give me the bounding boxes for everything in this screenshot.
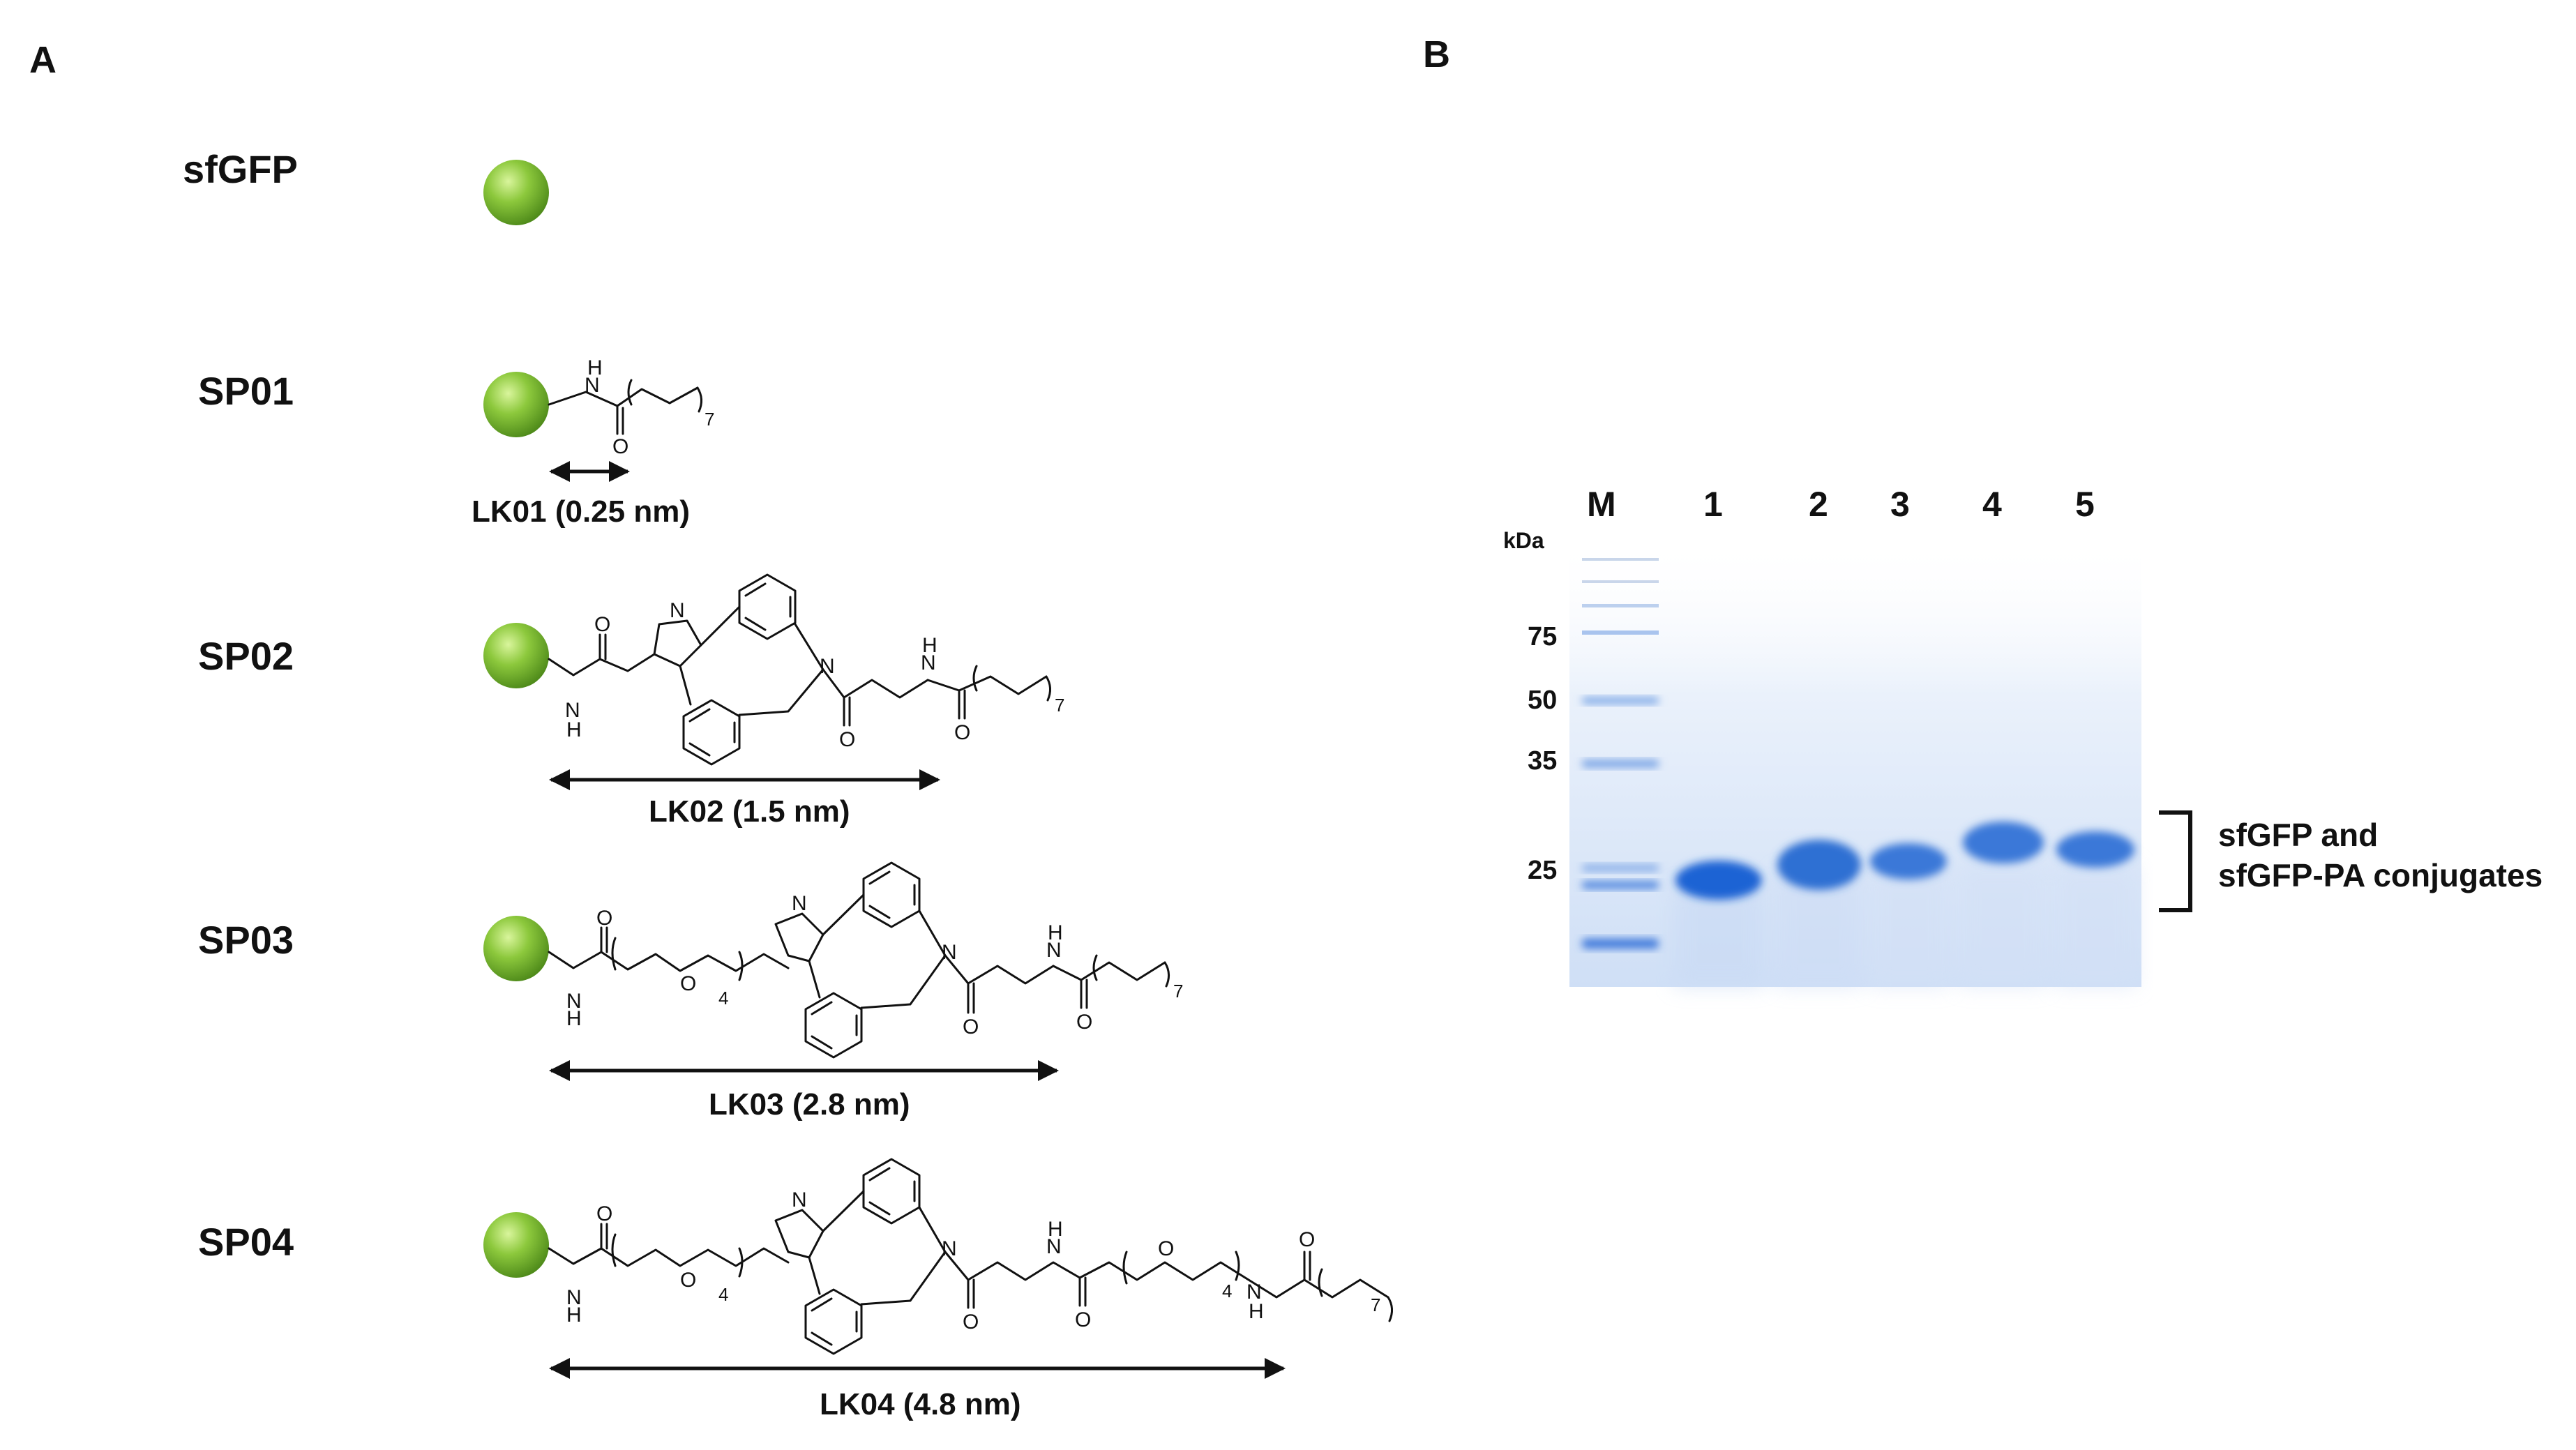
sp02-ring-n: N [820,655,835,678]
lk03-label: LK03 (2.8 nm) [709,1087,910,1122]
sp04-nh3-h: H [1249,1300,1264,1323]
lane-4-band [1963,822,2044,863]
panel-b-letter: B [1423,33,1450,75]
sp04-nh2-h: H [1048,1218,1063,1241]
lane-1-band [1675,861,1762,900]
sp03-ether-o: O [680,972,696,995]
lane-1-smear [1674,886,1765,987]
row-label-sp02: SP02 [198,634,294,678]
sp04-nh-h: H [566,1304,582,1327]
sp04-nh2-n: N [1046,1235,1062,1258]
sp04-triazole-n: N [792,1188,807,1211]
sp04-o1: O [596,1202,612,1225]
sp01-sphere [483,372,549,437]
lane-2-smear [1775,872,1862,987]
lane-5-smear [2054,865,2137,987]
sp03-subscript: 7 [1173,981,1183,1002]
sp02-sphere [483,623,549,688]
sp04-nh-n: N [566,1286,582,1309]
bracket-label-line1: sfGFP and [2218,817,2378,853]
ladder-band [1582,558,1659,561]
row-label-sp03: SP03 [198,918,294,962]
sp04-sub-4a: 4 [718,1284,728,1305]
sp02-structure: N H O N N O N H O 7 [548,573,1064,766]
lane-label-3: 3 [1890,485,1910,524]
sp01-structure: N H O 7 [548,356,714,458]
ladder-band-35 [1582,760,1659,767]
lane-label-4: 4 [1982,485,2002,524]
ladder-band-low [1582,939,1659,949]
marker-50-label: 50 [1528,686,1557,715]
sp02-triazole-n: N [670,599,685,622]
lk01-label: LK01 (0.25 nm) [472,494,690,529]
panel-a-letter: A [29,39,57,81]
sp01-o-atom: O [612,435,628,458]
sfgfp-sphere [483,160,549,225]
sp03-sphere [483,916,549,981]
sp04-ring-n: N [942,1237,957,1260]
lk04-label: LK04 (4.8 nm) [820,1387,1021,1421]
lane-label-2: 2 [1809,485,1828,524]
sp02-subscript: 7 [1055,695,1064,716]
lane-3-band [1870,843,1947,879]
sp02-nh-n: N [565,699,580,722]
ladder-band-50 [1582,697,1659,704]
sp03-nh2-h: H [1048,921,1063,944]
lk02-label: LK02 (1.5 nm) [649,794,850,829]
sp02-o3: O [954,721,970,744]
bracket-label-line2: sfGFP-PA conjugates [2218,857,2543,893]
marker-ladder [1582,558,1659,949]
sample-lanes [1674,822,2137,987]
sp04-ether-o1: O [680,1269,696,1292]
row-label-sfgfp: sfGFP [183,147,298,191]
lane-4-smear [1959,865,2046,987]
ladder-band [1582,630,1659,635]
lane-3-smear [1869,868,1950,987]
sp03-ring-n: N [942,941,957,964]
lane-label-m: M [1587,485,1616,524]
ladder-band-25b [1582,882,1659,889]
sp04-o3: O [1075,1308,1091,1331]
sp01-subscript: 7 [705,409,714,430]
ladder-band-25a [1582,865,1659,871]
sp03-structure: N H O O 4 N N O N H O 7 [548,861,1183,1059]
sp03-o2: O [963,1015,979,1039]
sp04-ether-o2: O [1158,1237,1174,1260]
row-label-sp04: SP04 [198,1220,294,1264]
sp03-nh2-n: N [1046,939,1062,962]
lane-5-band [2056,831,2134,868]
sp03-triazole-n: N [792,892,807,915]
marker-75-label: 75 [1528,622,1557,651]
conjugates-bracket [2159,810,2192,912]
sp03-o1: O [596,907,612,930]
lane-label-5: 5 [2075,485,2095,524]
sp03-nh-n: N [566,990,582,1013]
sp02-o1: O [594,613,610,636]
sp01-h-atom: H [587,356,603,379]
kda-label: kDa [1503,528,1544,553]
sp04-sphere [483,1212,549,1278]
sp04-nh3-n: N [1246,1281,1262,1304]
sp02-o2: O [839,728,855,751]
sp04-o4: O [1299,1228,1315,1251]
sp04-subscript: 7 [1371,1294,1380,1315]
sp03-nh-h: H [566,1007,582,1030]
sp02-nh2-n: N [921,651,936,674]
ladder-band [1582,580,1659,583]
sp02-nh2-h: H [922,634,937,657]
sp04-o2: O [963,1311,979,1334]
sp03-o3: O [1076,1011,1092,1034]
marker-25-label: 25 [1528,856,1557,885]
sp02-nh-h: H [566,718,582,741]
sp04-structure: N H O O 4 N N O N H O O 4 N H O 7 [548,1158,1393,1355]
sp04-sub-4b: 4 [1222,1281,1232,1301]
lane-2-band [1777,840,1861,890]
row-label-sp01: SP01 [198,369,294,413]
marker-35-label: 35 [1528,746,1557,776]
ladder-band [1582,604,1659,607]
lane-label-1: 1 [1703,485,1723,524]
sp03-sub-4: 4 [718,988,728,1009]
sp01-n-atom: N [585,374,600,397]
